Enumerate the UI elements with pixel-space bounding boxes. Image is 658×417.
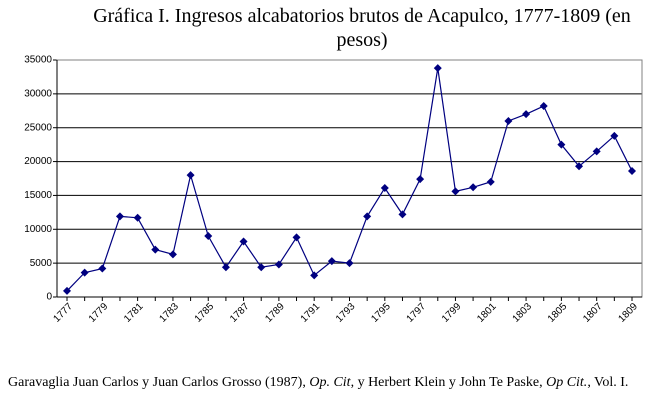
source-text: Op. Cit — [309, 375, 351, 390]
x-tick-label: 1797 — [405, 301, 429, 325]
data-point — [168, 250, 177, 259]
data-point — [610, 131, 619, 140]
x-tick-label: 1779 — [87, 301, 111, 325]
data-point — [80, 268, 89, 277]
data-point — [522, 110, 531, 119]
x-tick-label: 1793 — [334, 301, 358, 325]
x-tick-label: 1791 — [299, 301, 323, 325]
data-point — [469, 183, 478, 192]
data-point — [575, 162, 584, 171]
data-line — [66, 68, 633, 292]
source-note: Garavaglia Juan Carlos y Juan Carlos Gro… — [8, 372, 648, 393]
data-point — [345, 259, 354, 268]
x-tick-label: 1789 — [263, 301, 287, 325]
x-tick-label: 1783 — [157, 301, 181, 325]
chart: 0 5000 10000 15000 20000 25000 30000 35000 1777 1… — [24, 55, 643, 325]
y-tick-label: 10000 — [24, 224, 52, 235]
x-tick-label: 1785 — [193, 301, 217, 325]
x-tick-label: 1777 — [51, 301, 75, 325]
y-tick-label: 25000 — [24, 122, 52, 133]
data-point — [115, 212, 124, 221]
data-point — [221, 263, 230, 272]
x-tick-label: 1805 — [546, 301, 570, 325]
data-point — [186, 171, 195, 180]
data-point — [310, 271, 319, 280]
source-text: , Vol. I. — [587, 375, 629, 390]
data-point — [628, 167, 636, 176]
data-point — [433, 64, 442, 73]
data-point — [539, 102, 548, 111]
x-tick-label: 1787 — [228, 301, 252, 325]
data-point — [133, 213, 142, 222]
y-tick-label: 0 — [46, 292, 52, 303]
y-tick-label: 30000 — [24, 88, 52, 99]
y-tick-label: 15000 — [24, 190, 52, 201]
data-point — [292, 233, 301, 242]
data-point — [398, 210, 407, 219]
source-text: , y Herbert Klein y John Te Paske, — [350, 375, 547, 390]
data-point — [63, 286, 71, 295]
data-point — [451, 187, 460, 196]
x-tick-label: 1807 — [581, 301, 605, 325]
source-text: Garavaglia Juan Carlos y Juan Carlos Gro… — [8, 375, 310, 390]
y-tick-label: 35000 — [24, 55, 52, 66]
y-tick-label: 5000 — [30, 258, 53, 269]
data-point — [363, 212, 372, 221]
data-point — [486, 177, 495, 186]
data-point — [416, 175, 425, 184]
x-tick-label: 1809 — [616, 301, 640, 325]
data-point — [592, 147, 601, 156]
chart-title: Gráfica I. Ingresos alcabatorios brutos … — [93, 5, 631, 51]
x-tick-label: 1801 — [475, 301, 499, 325]
data-point — [151, 245, 160, 254]
data-point — [239, 237, 248, 246]
y-tick-label: 20000 — [24, 156, 52, 167]
data-point — [504, 116, 513, 125]
data-point — [257, 263, 266, 272]
data-point — [327, 257, 336, 266]
data-point — [204, 232, 213, 241]
x-tick-label: 1803 — [511, 301, 535, 325]
data-point — [98, 264, 107, 273]
source-text: Op Cit. — [546, 375, 588, 390]
data-point — [274, 260, 283, 269]
x-tick-label: 1795 — [369, 301, 393, 325]
x-tick-label: 1799 — [440, 301, 464, 325]
x-tick-label: 1781 — [122, 301, 146, 325]
data-point — [557, 140, 566, 149]
data-point — [380, 183, 389, 192]
